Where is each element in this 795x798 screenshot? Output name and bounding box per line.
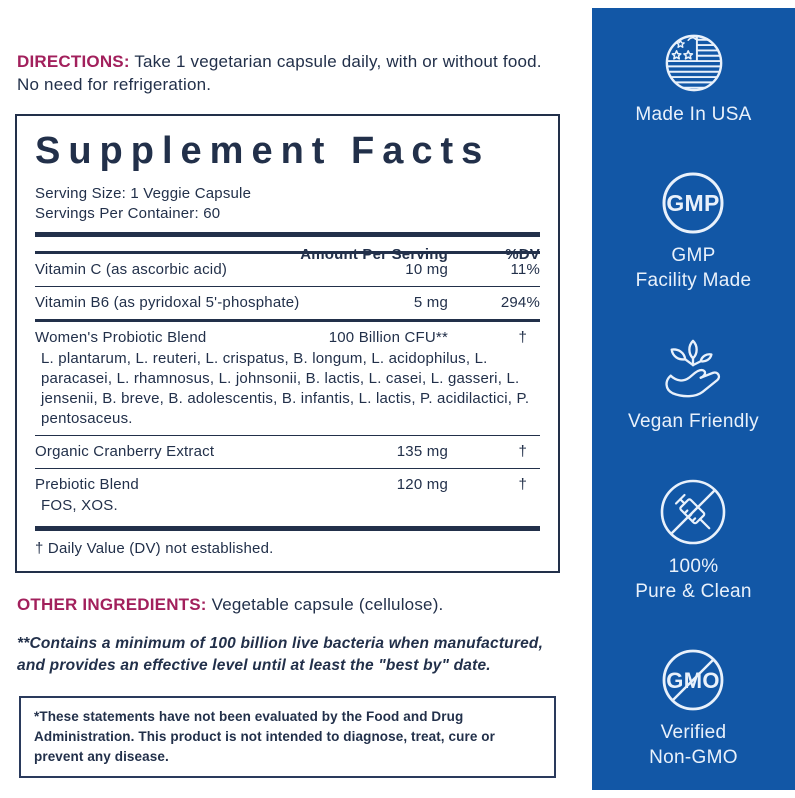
ingredient-dv: † bbox=[518, 329, 527, 346]
no-gmo-icon: GMO bbox=[663, 649, 724, 711]
badge-label-line2: Pure & Clean bbox=[635, 581, 752, 602]
badge-label-line1: GMP bbox=[671, 245, 716, 266]
ingredient-amount: 5 mg bbox=[413, 294, 448, 311]
dv-column-header: %DV bbox=[505, 246, 540, 263]
badge-vegan-friendly: Vegan Friendly bbox=[628, 337, 759, 434]
gmo-circle-text: GMO bbox=[667, 668, 720, 693]
table-row-vitamin-b6: Vitamin B6 (as pyridoxal 5'-phosphate) 5… bbox=[35, 287, 540, 319]
ingredient-dv: 11% bbox=[510, 261, 540, 278]
directions-paragraph: DIRECTIONS: Take 1 vegetarian capsule da… bbox=[17, 50, 560, 96]
ingredient-amount: 120 mg bbox=[396, 476, 448, 493]
badge-pure-clean: 100% Pure & Clean bbox=[635, 478, 752, 604]
supplement-facts-panel: Supplement Facts Serving Size: 1 Veggie … bbox=[15, 114, 560, 573]
medium-divider bbox=[35, 319, 540, 322]
vegan-hand-leaves-icon bbox=[665, 339, 721, 398]
badge-gmp-facility: GMP GMP Facility Made bbox=[636, 171, 752, 293]
badge-label-line2: Non-GMO bbox=[649, 747, 738, 768]
other-ingredients-text: Vegetable capsule (cellulose). bbox=[211, 595, 444, 614]
gmp-circle-icon: GMP bbox=[662, 172, 724, 234]
table-row-cranberry: Organic Cranberry Extract 135 mg † bbox=[35, 436, 540, 468]
row-divider bbox=[35, 286, 540, 287]
badge-label: Made In USA bbox=[635, 104, 752, 125]
fda-disclaimer-text: *These statements have not been evaluate… bbox=[34, 709, 495, 764]
table-row-probiotic-blend: Women's Probiotic Blend 100 Billion CFU*… bbox=[35, 322, 540, 435]
thick-divider bbox=[35, 232, 540, 237]
gmp-circle-text: GMP bbox=[667, 190, 720, 216]
table-row-vitamin-c: Vitamin C (as ascorbic acid) 10 mg 11% bbox=[35, 254, 540, 286]
table-row-prebiotic-blend: Prebiotic Blend 120 mg † FOS, XOS. bbox=[35, 469, 540, 522]
probiotic-strain-list: L. plantarum, L. reuteri, L. crispatus, … bbox=[41, 350, 530, 427]
no-syringe-icon bbox=[661, 479, 726, 545]
ingredient-amount: 135 mg bbox=[396, 443, 448, 460]
prebiotic-components: FOS, XOS. bbox=[41, 497, 118, 514]
ingredient-dv: 294% bbox=[500, 294, 540, 311]
badge-label-line1: Verified bbox=[660, 722, 727, 743]
supplement-facts-title: Supplement Facts bbox=[35, 130, 491, 172]
other-ingredients-paragraph: OTHER INGREDIENTS: Vegetable capsule (ce… bbox=[17, 593, 560, 616]
badge-made-in-usa: Made In USA bbox=[635, 32, 751, 127]
ingredient-dv: † bbox=[518, 443, 527, 460]
fda-disclaimer-box: *These statements have not been evaluate… bbox=[19, 696, 556, 778]
ingredient-name: Vitamin C (as ascorbic acid) bbox=[35, 261, 228, 278]
directions-text: Take 1 vegetarian capsule daily, with or… bbox=[17, 52, 542, 94]
serving-size: Serving Size: 1 Veggie Capsule bbox=[35, 185, 252, 202]
servings-per-container: Servings Per Container: 60 bbox=[35, 205, 221, 222]
ingredient-name: Organic Cranberry Extract bbox=[35, 443, 215, 460]
feature-sidebar: Made In USA GMP GMP Facility Made bbox=[592, 8, 795, 790]
ingredient-name: Prebiotic Blend bbox=[35, 476, 139, 493]
live-bacteria-note: **Contains a minimum of 100 billion live… bbox=[17, 635, 544, 674]
directions-label: DIRECTIONS: bbox=[17, 52, 130, 71]
ingredient-dv: † bbox=[518, 476, 527, 493]
row-divider bbox=[35, 468, 540, 469]
medium-divider bbox=[35, 251, 540, 254]
badge-non-gmo: GMO Verified Non-GMO bbox=[649, 648, 738, 770]
badge-label-line2: Facility Made bbox=[635, 270, 752, 291]
row-divider bbox=[35, 435, 540, 436]
table-header-row: Amount Per Serving %DV bbox=[35, 237, 540, 263]
badge-label-line1: 100% bbox=[668, 556, 719, 577]
dv-footnote: † Daily Value (DV) not established. bbox=[35, 540, 274, 557]
amount-column-header: Amount Per Serving bbox=[300, 246, 448, 263]
other-ingredients-label: OTHER INGREDIENTS: bbox=[17, 595, 207, 614]
ingredient-amount: 100 Billion CFU** bbox=[328, 329, 448, 346]
badge-label: Vegan Friendly bbox=[628, 411, 759, 432]
thick-divider bbox=[35, 526, 540, 531]
ingredient-name: Women's Probiotic Blend bbox=[35, 329, 207, 346]
usa-flag-icon bbox=[665, 34, 722, 92]
label-main: DIRECTIONS: Take 1 vegetarian capsule da… bbox=[15, 50, 560, 778]
ingredient-amount: 10 mg bbox=[405, 261, 448, 278]
ingredient-name: Vitamin B6 (as pyridoxal 5'-phosphate) bbox=[35, 294, 300, 311]
